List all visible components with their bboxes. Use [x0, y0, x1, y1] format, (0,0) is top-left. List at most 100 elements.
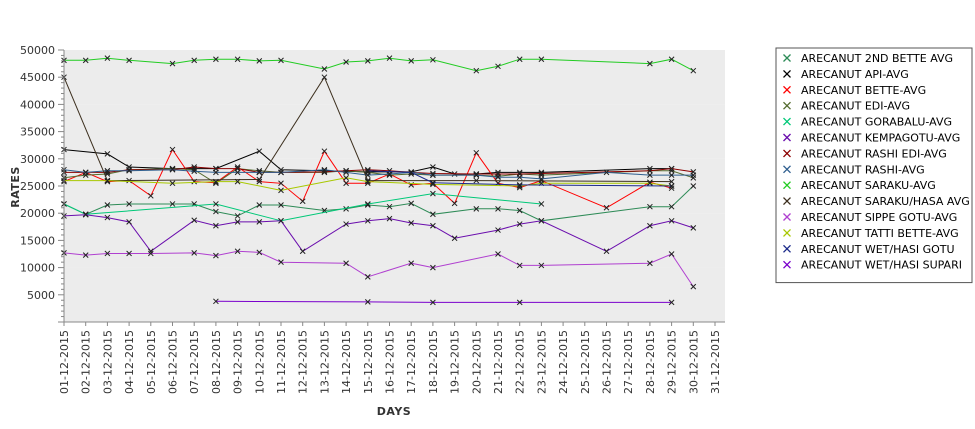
point-marker — [82, 211, 89, 218]
data-point — [364, 178, 371, 185]
point-marker — [104, 177, 111, 184]
legend-item: ARECANUT SARAKU/HASA AVG — [783, 195, 970, 208]
point-marker — [495, 174, 501, 181]
legend-item: ARECANUT WET/HASI SUPARI — [783, 259, 962, 272]
data-point — [256, 176, 263, 183]
legend-swatch — [783, 197, 791, 206]
data-point — [191, 250, 198, 256]
point-marker — [278, 169, 284, 176]
x-tick-label: 26-12-2015 — [601, 330, 614, 394]
legend-label: ARECANUT RASHI EDI-AVG — [801, 147, 947, 160]
legend-label: ARECANUT 2ND BETTE AVG — [801, 52, 953, 65]
data-point — [82, 57, 89, 64]
data-point — [256, 219, 263, 225]
point-marker — [104, 202, 111, 208]
point-marker — [364, 201, 371, 207]
legend-swatch — [783, 260, 791, 269]
data-point — [256, 249, 263, 256]
point-marker — [495, 251, 501, 257]
x-tick-label: 22-12-2015 — [514, 330, 527, 394]
data-point — [364, 177, 371, 184]
point-marker — [538, 56, 545, 63]
legend-item: ARECANUT SIPPE GOTU-AVG — [783, 211, 957, 224]
point-marker — [82, 57, 89, 64]
x-axis: 01-12-2015 02-12-2015 03-12-2015 04-12-2015… — [58, 322, 722, 394]
point-marker — [495, 173, 501, 180]
data-point — [82, 252, 89, 258]
data-point — [647, 167, 653, 174]
point-marker — [169, 165, 176, 172]
data-point — [495, 63, 501, 70]
data-point — [495, 205, 501, 212]
point-marker — [516, 174, 523, 181]
data-point — [213, 56, 219, 63]
legend-swatch — [783, 244, 791, 253]
data-point — [147, 192, 154, 199]
x-tick-label: 12-12-2015 — [297, 330, 310, 394]
point-marker — [213, 252, 219, 259]
point-marker — [408, 200, 415, 207]
data-point — [473, 67, 480, 74]
y-tick-label: 10000 — [20, 262, 55, 275]
data-point — [126, 57, 132, 64]
point-marker — [343, 59, 349, 65]
data-point — [516, 174, 523, 181]
data-point — [213, 298, 219, 305]
point-marker — [104, 167, 111, 174]
y-tick-label: 50000 — [20, 44, 55, 57]
point-marker — [147, 248, 154, 255]
data-point — [690, 183, 697, 189]
point-marker — [430, 264, 436, 271]
data-point — [104, 177, 111, 184]
point-marker — [321, 66, 328, 72]
legend-item: ARECANUT TATTI BETTE-AVG — [783, 227, 959, 240]
data-point — [430, 172, 436, 178]
point-marker — [386, 203, 393, 210]
point-marker — [126, 167, 132, 174]
data-point — [668, 165, 675, 172]
y-tick-label: 45000 — [20, 71, 55, 84]
data-point — [234, 248, 241, 255]
point-marker — [430, 56, 436, 63]
data-point — [668, 56, 675, 63]
data-point — [408, 169, 415, 176]
point-marker — [408, 58, 415, 64]
point-marker — [538, 262, 545, 269]
data-point — [234, 169, 241, 176]
point-marker — [256, 176, 263, 183]
point-marker — [104, 214, 111, 221]
x-tick-label: 30-12-2015 — [687, 330, 700, 394]
data-point — [603, 248, 610, 255]
point-marker — [668, 56, 675, 63]
x-tick-label: 11-12-2015 — [275, 330, 288, 394]
data-point — [278, 187, 284, 194]
legend-swatch — [783, 54, 791, 62]
x-tick-label: 27-12-2015 — [622, 330, 635, 394]
data-point — [451, 200, 458, 207]
data-point — [668, 172, 675, 178]
point-marker — [234, 219, 241, 225]
series-line — [63, 214, 694, 252]
legend-swatch — [783, 69, 791, 78]
point-marker — [234, 169, 241, 176]
x-tick-label: 24-12-2015 — [557, 330, 570, 394]
data-point — [647, 60, 653, 67]
legend-item: ARECANUT WET/HASI GOTU — [783, 243, 955, 256]
point-marker — [516, 56, 523, 63]
data-point — [538, 170, 545, 177]
data-point — [343, 169, 349, 176]
point-marker — [473, 149, 480, 156]
legend-label: ARECANUT API-AVG — [801, 68, 909, 81]
legend-box — [775, 47, 973, 284]
legend-swatch — [783, 165, 791, 174]
x-tick-label: 01-12-2015 — [58, 330, 71, 394]
data-point — [473, 177, 480, 184]
point-marker — [516, 183, 523, 189]
point-marker — [538, 201, 545, 207]
point-marker — [603, 169, 610, 176]
data-point — [343, 180, 349, 187]
point-marker — [147, 250, 154, 257]
data-point — [473, 205, 480, 212]
legend-item: ARECANUT API-AVG — [783, 68, 909, 81]
